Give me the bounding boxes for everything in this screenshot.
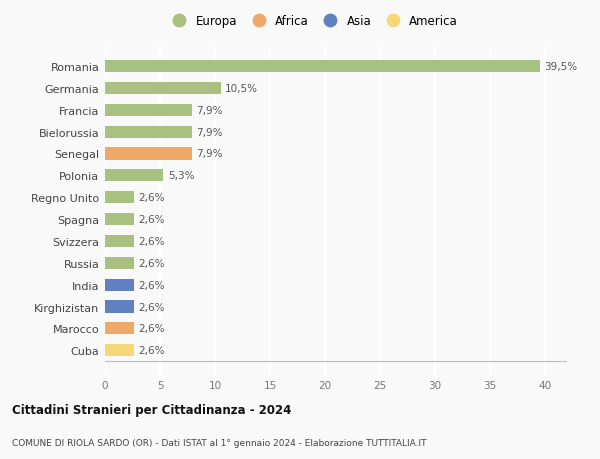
- Bar: [105, 213, 134, 225]
- Bar: [105, 83, 221, 95]
- Text: 5,3%: 5,3%: [168, 171, 194, 181]
- Text: 39,5%: 39,5%: [544, 62, 577, 72]
- Text: 2,6%: 2,6%: [138, 346, 164, 355]
- Text: 2,6%: 2,6%: [138, 215, 164, 224]
- Bar: [105, 301, 134, 313]
- Bar: [105, 105, 192, 117]
- Bar: [105, 61, 539, 73]
- Text: 2,6%: 2,6%: [138, 193, 164, 203]
- Text: 2,6%: 2,6%: [138, 324, 164, 334]
- Bar: [105, 148, 192, 160]
- Text: Cittadini Stranieri per Cittadinanza - 2024: Cittadini Stranieri per Cittadinanza - 2…: [12, 403, 292, 416]
- Text: 2,6%: 2,6%: [138, 302, 164, 312]
- Text: COMUNE DI RIOLA SARDO (OR) - Dati ISTAT al 1° gennaio 2024 - Elaborazione TUTTIT: COMUNE DI RIOLA SARDO (OR) - Dati ISTAT …: [12, 438, 427, 447]
- Bar: [105, 235, 134, 247]
- Legend: Europa, Africa, Asia, America: Europa, Africa, Asia, America: [166, 12, 460, 30]
- Bar: [105, 257, 134, 269]
- Bar: [105, 192, 134, 204]
- Bar: [105, 126, 192, 138]
- Bar: [105, 279, 134, 291]
- Text: 10,5%: 10,5%: [225, 84, 258, 94]
- Bar: [105, 170, 163, 182]
- Text: 2,6%: 2,6%: [138, 280, 164, 290]
- Text: 7,9%: 7,9%: [196, 127, 223, 137]
- Bar: [105, 344, 134, 357]
- Bar: [105, 323, 134, 335]
- Text: 7,9%: 7,9%: [196, 106, 223, 116]
- Text: 2,6%: 2,6%: [138, 236, 164, 246]
- Text: 2,6%: 2,6%: [138, 258, 164, 268]
- Text: 7,9%: 7,9%: [196, 149, 223, 159]
